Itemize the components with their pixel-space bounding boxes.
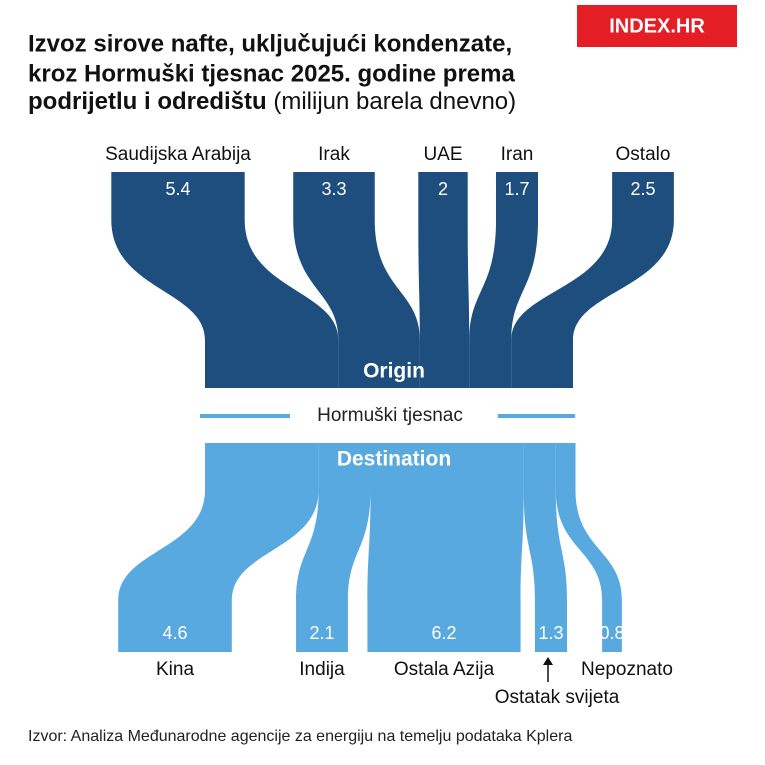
origin-name: Saudijska Arabija — [105, 144, 251, 165]
strait-label: Hormuški tjesnac — [317, 405, 463, 426]
origin-label: Origin — [363, 360, 425, 383]
arrow-head — [543, 657, 553, 665]
value-label: 6.2 — [431, 623, 456, 643]
title-line: Izvoz sirove nafte, uključujući kondenza… — [28, 30, 512, 57]
destination-name: Ostatak svijeta — [495, 687, 620, 708]
origin-flow — [418, 172, 470, 388]
value-label: 2.1 — [309, 623, 334, 643]
destination-flow — [118, 443, 319, 652]
value-label: 4.6 — [162, 623, 187, 643]
destination-flow — [555, 443, 622, 652]
origin-name: Ostalo — [616, 144, 671, 165]
logo-box — [577, 5, 737, 47]
origin-name: UAE — [423, 144, 462, 165]
value-label: 2.5 — [630, 179, 655, 199]
value-label: 5.4 — [165, 179, 190, 199]
title-line: kroz Hormuški tjesnac 2025. godine prema — [28, 60, 515, 87]
value-label: 3.3 — [321, 179, 346, 199]
origin-name: Irak — [318, 144, 350, 165]
unit: (milijun barela dnevno) — [273, 88, 516, 115]
destination-name: Ostala Azija — [394, 659, 495, 680]
destination-name: Kina — [156, 659, 194, 680]
value-label: 1.3 — [538, 623, 563, 643]
source: Izvor: Analiza Međunarodne agencije za e… — [28, 728, 572, 745]
origin-flow — [511, 172, 674, 388]
origin-flow — [293, 172, 420, 388]
value-label: 0.8 — [599, 623, 624, 643]
destination-flow — [367, 443, 524, 652]
origin-name: Iran — [501, 144, 534, 165]
destination-flow — [523, 443, 568, 652]
origin-flow — [469, 172, 538, 388]
destination-name: Indija — [299, 659, 345, 680]
value-label: 1.7 — [504, 179, 529, 199]
destination-name: Nepoznato — [581, 659, 673, 680]
value-label: 2 — [438, 179, 448, 199]
destination-label: Destination — [337, 448, 451, 471]
destination-flow — [296, 443, 371, 652]
logo: INDEX.HR — [609, 15, 705, 37]
origin-flow — [111, 172, 339, 388]
title-line: podrijetlu i odredištu (milijun barela d… — [28, 88, 516, 115]
title-line: podrijetlu i odredištu — [28, 88, 267, 115]
